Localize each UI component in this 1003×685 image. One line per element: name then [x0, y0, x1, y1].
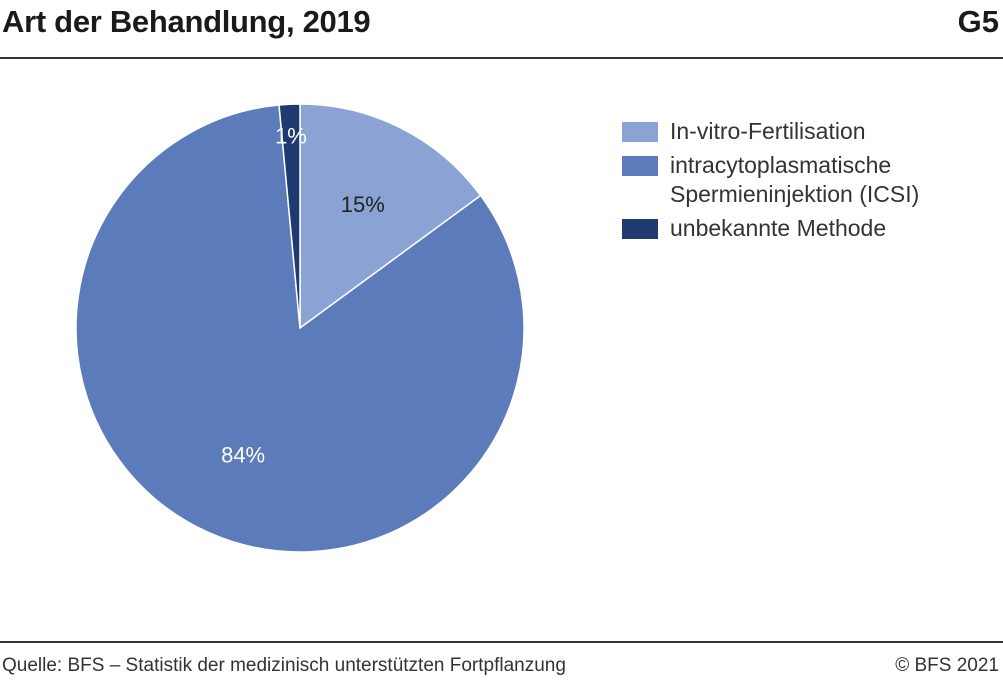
pie-label-unknown: 1% [275, 124, 307, 149]
legend-item-icsi: intracytoplasmatische Spermieninjektion … [622, 151, 992, 209]
pie-label-icsi: 84% [221, 443, 265, 468]
pie-slice-icsi [75, 104, 525, 553]
legend-label-ivf: In-vitro-Fertilisation [670, 118, 866, 144]
pie-slice-ivf [299, 103, 482, 330]
legend-swatch-icsi [622, 156, 658, 176]
chart-code: G5 [957, 4, 999, 39]
bottom-divider [0, 641, 1003, 643]
chart-title: Art der Behandlung, 2019 [2, 4, 371, 39]
legend-label-icsi-line1: intracytoplasmatische [670, 152, 892, 178]
top-divider [0, 57, 1003, 59]
source-note: Quelle: BFS – Statistik der medizinisch … [2, 655, 566, 676]
legend-item-unknown: unbekannte Methode [622, 214, 992, 243]
pie-slice-unknown [278, 103, 301, 329]
legend-item-ivf: In-vitro-Fertilisation [622, 117, 992, 146]
pie-chart: 15% 84% 1% [75, 103, 525, 553]
legend-label-unknown: unbekannte Methode [670, 215, 887, 241]
legend: In-vitro-Fertilisation intracytoplasmati… [622, 117, 992, 248]
legend-swatch-ivf [622, 122, 658, 142]
copyright: © BFS 2021 [895, 655, 999, 676]
legend-swatch-unknown [622, 219, 658, 239]
pie-label-ivf: 15% [341, 192, 385, 217]
legend-label-icsi-line2: Spermieninjektion (ICSI) [670, 181, 920, 207]
